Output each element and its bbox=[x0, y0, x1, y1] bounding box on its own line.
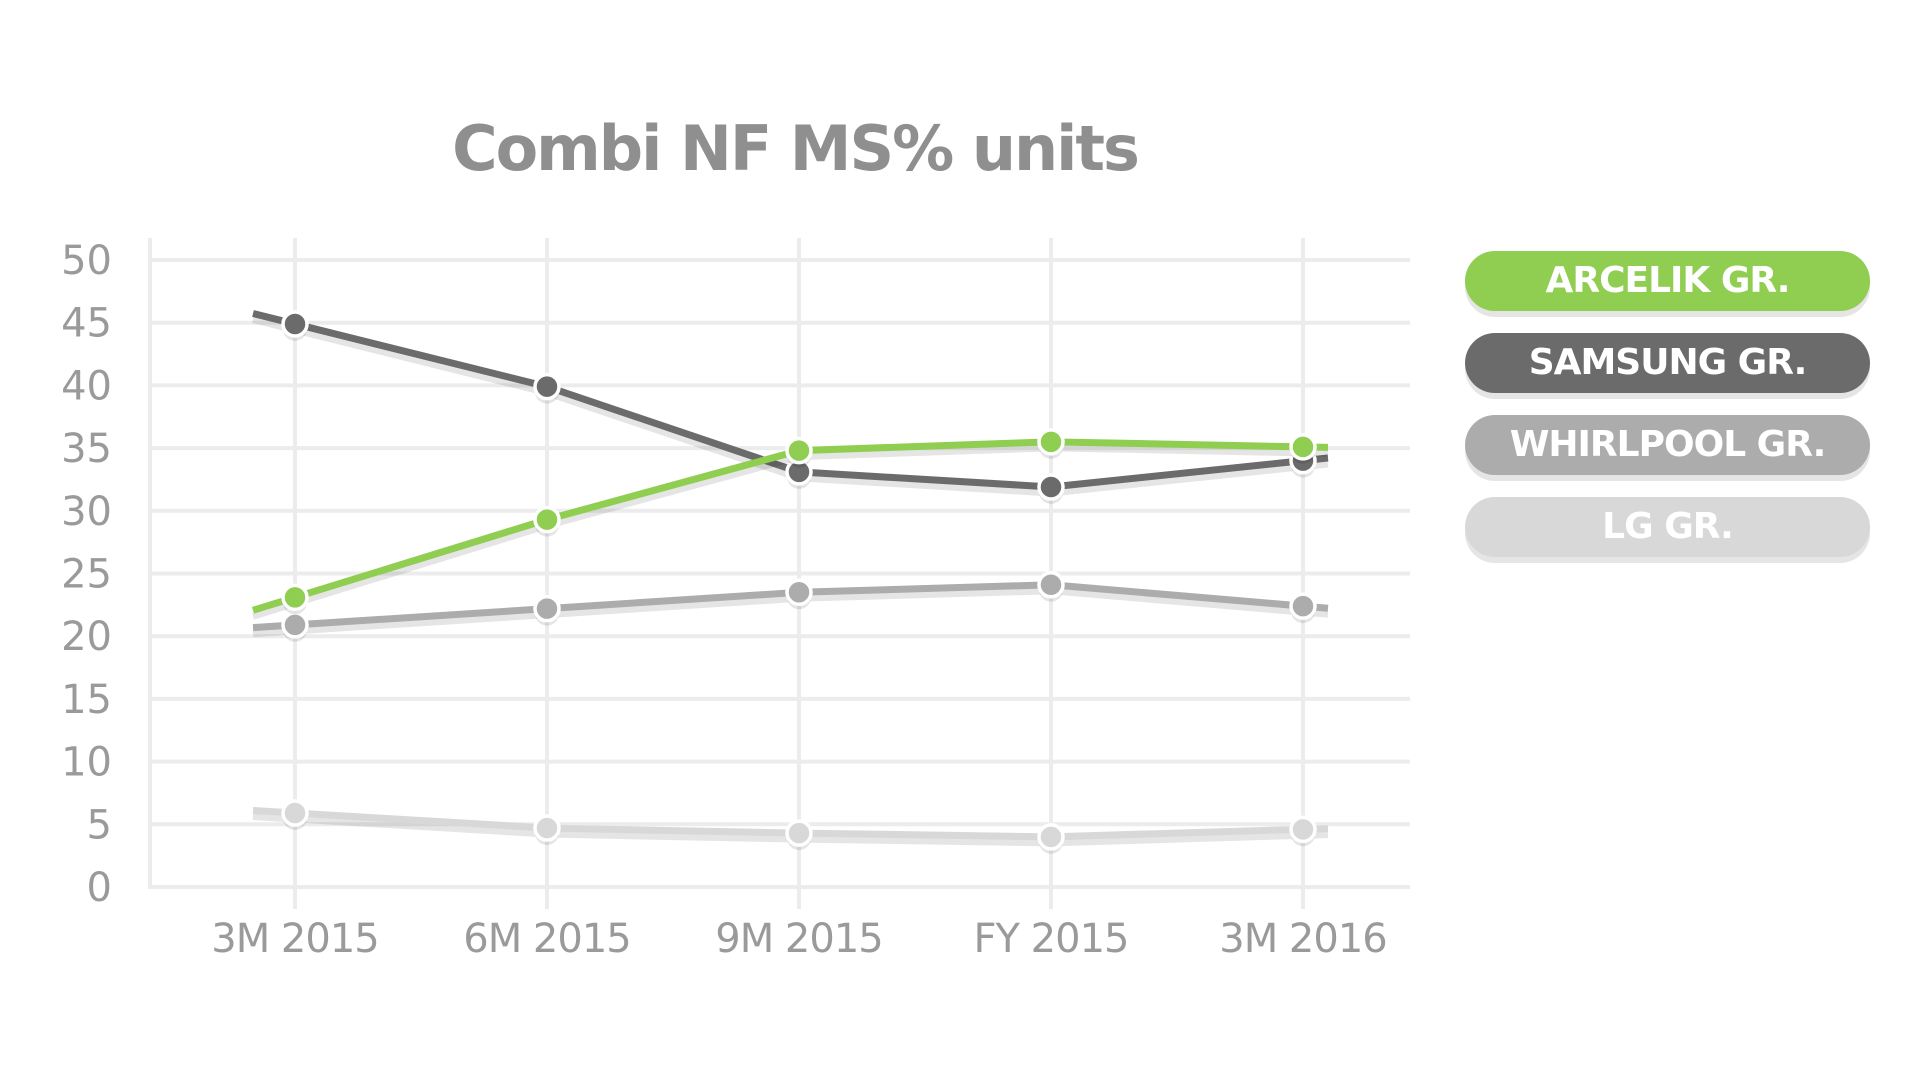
y-tick-label: 30 bbox=[61, 489, 112, 535]
axis-labels: 0 5 10 15 20 25 30 35 40 45 50 3M 2015 6M 2015 9M 201… bbox=[61, 238, 1388, 962]
data-point[interactable] bbox=[785, 436, 813, 465]
chart-title: Combi NF MS% units bbox=[452, 112, 1140, 185]
series-1 bbox=[252, 310, 1329, 504]
data-point[interactable] bbox=[1037, 428, 1065, 456]
legend: ARCELIK GR. SAMSUNG GR. WHIRLPOOL GR. LG… bbox=[1465, 251, 1870, 579]
legend-item-whirlpool[interactable]: WHIRLPOOL GR. bbox=[1465, 415, 1870, 475]
series-0 bbox=[251, 428, 1329, 620]
x-tick-label: 3M 2016 bbox=[1219, 916, 1386, 962]
y-tick-label: 50 bbox=[61, 238, 112, 284]
data-point[interactable] bbox=[533, 594, 561, 623]
grid-lines bbox=[148, 238, 1410, 909]
data-point[interactable] bbox=[1037, 571, 1065, 599]
y-tick-label: 35 bbox=[61, 426, 112, 472]
series-3 bbox=[252, 799, 1329, 854]
x-tick-label: FY 2015 bbox=[974, 916, 1129, 962]
y-tick-label: 40 bbox=[61, 363, 112, 409]
y-tick-label: 10 bbox=[61, 740, 112, 786]
data-point[interactable] bbox=[533, 814, 561, 842]
data-point[interactable] bbox=[281, 310, 309, 338]
y-tick-label: 0 bbox=[87, 865, 112, 911]
data-point[interactable] bbox=[533, 372, 561, 401]
y-tick-label: 20 bbox=[61, 614, 112, 660]
data-point[interactable] bbox=[1289, 592, 1317, 620]
data-point[interactable] bbox=[785, 819, 813, 847]
data-point[interactable] bbox=[785, 578, 813, 607]
legend-item-samsung[interactable]: SAMSUNG GR. bbox=[1465, 333, 1870, 393]
y-tick-label: 25 bbox=[61, 552, 112, 598]
y-tick-label: 15 bbox=[61, 677, 112, 723]
data-point[interactable] bbox=[1289, 433, 1317, 461]
series-lines bbox=[251, 310, 1329, 854]
series-2 bbox=[252, 571, 1329, 642]
data-point[interactable] bbox=[1037, 823, 1065, 851]
y-tick-label: 45 bbox=[61, 301, 112, 347]
data-point[interactable] bbox=[281, 611, 309, 639]
x-tick-label: 6M 2015 bbox=[463, 916, 630, 962]
data-point[interactable] bbox=[533, 505, 561, 534]
data-point[interactable] bbox=[281, 583, 309, 612]
legend-item-lg[interactable]: LG GR. bbox=[1465, 497, 1870, 557]
x-tick-label: 9M 2015 bbox=[715, 916, 882, 962]
legend-item-arcelik[interactable]: ARCELIK GR. bbox=[1465, 251, 1870, 311]
x-tick-label: 3M 2015 bbox=[211, 916, 378, 962]
data-point[interactable] bbox=[1037, 473, 1065, 501]
data-point[interactable] bbox=[1289, 815, 1317, 844]
data-point[interactable] bbox=[281, 799, 309, 827]
y-tick-label: 5 bbox=[87, 802, 112, 848]
